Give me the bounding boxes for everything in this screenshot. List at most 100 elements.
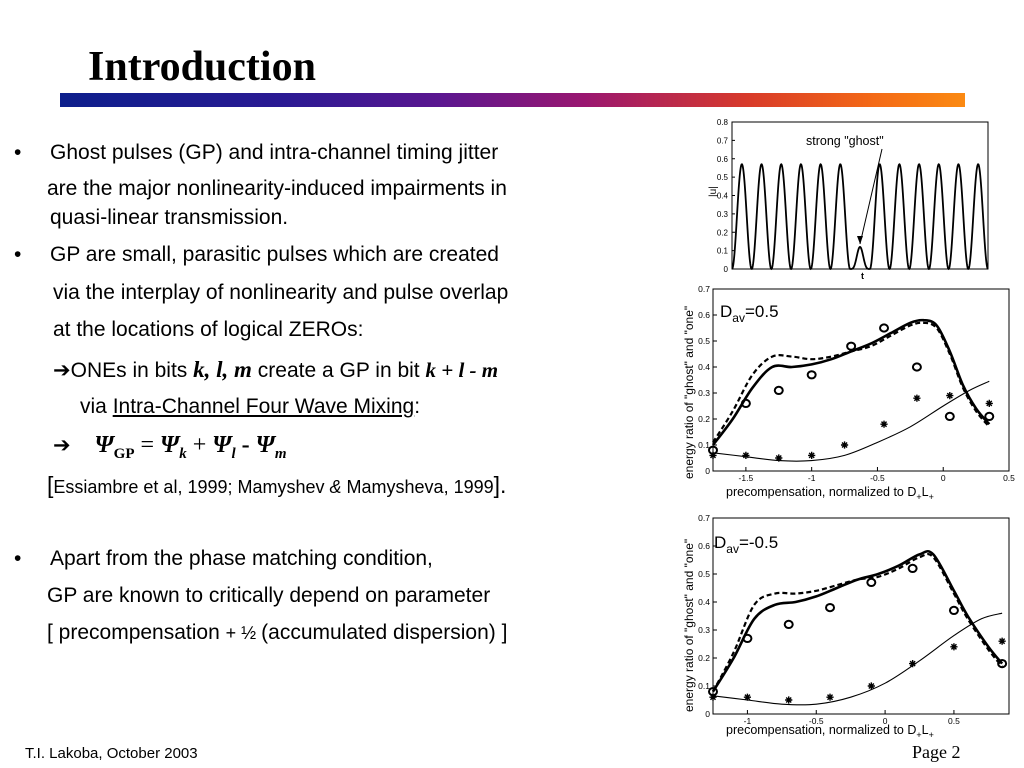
plot2-star-point [742,451,750,459]
plot3-star-point [909,660,917,668]
plot2-xtick-label: -1 [808,473,816,483]
text-line-3: quasi-linear transmission. [50,206,289,229]
plot2-ylabel: energy ratio of "ghost" and "one" [682,306,696,479]
plot1-annotation-arrow [859,148,883,245]
plot2-xtick-label: 0 [941,473,946,483]
text-line-2: are the major nonlinearity-induced impai… [47,177,507,200]
footer-page-number: Page 2 [912,742,961,762]
arrow-icon: ➔ [53,434,71,457]
plot3-star-point [709,693,717,701]
ones-gp-bit: k + l - m [425,358,499,382]
plot2-circle-point [879,323,890,333]
plot3-xtick-label: 0 [883,716,888,726]
ampersand: & [329,477,342,497]
plot1-ytick-label: 0 [724,265,729,274]
plot3-xtick-label: -0.5 [809,716,824,726]
via-text-b: : [414,395,421,418]
plot2-ytick-label: 0.1 [698,440,710,450]
plot2-dashed-curve [712,321,991,443]
plot3-circle-point [783,619,794,630]
pulse-train-plot: 0 0.1 0.2 0.3 0.4 0.5 0.6 0.7 0.8 strong "ghost"… [708,118,989,281]
bullet-3: • [14,547,22,570]
text-line-5: via the interplay of nonlinearity and pu… [53,281,509,304]
plot2-star-point [946,392,954,400]
plot1-xlabel: t [861,271,864,281]
plot2-xtick-label: -0.5 [870,473,885,483]
plot3-ytick-label: 0.7 [698,513,710,523]
text-line-1: Ghost pulses (GP) and intra-channel timi… [50,141,499,164]
plot3-thin-solid-curve [712,612,1003,706]
plot2-ytick-label: 0.5 [698,336,710,346]
plot2-ytick-label: 0.2 [698,414,710,424]
plot2-circle-point [944,411,955,421]
plot2-circle-point [773,385,784,396]
plot2-circle-point [806,370,817,380]
plot2-circle-point [846,341,857,351]
plot3-xtick-label: 0.5 [948,716,960,726]
plot2-ytick-label: 0.3 [698,388,710,398]
ones-text-c: create a GP in bit [251,359,426,382]
energy-ratio-plot-dav-negative: 0 0.1 0.2 0.3 0.4 0.5 0.6 0.7 -1 -0.5 0 0.5 Dav=-0.… [682,513,1010,740]
text-line-7: Apart from the phase matching condition, [50,547,433,570]
via-line: via Intra-Channel Four Wave Mixing: [80,396,420,417]
bullet-2: • [14,243,22,266]
plot3-ytick-label: 0.3 [698,625,710,635]
plot3-star-point [950,643,958,651]
plot3-circle-point [742,633,753,644]
references-line: [Essiambre et al, 1999; Mamyshev & Mamys… [47,472,507,498]
plot2-star-point [840,441,849,449]
plot3-dav-label: Dav=-0.5 [714,533,778,556]
footer-author-date: T.I. Lakoba, October 2003 [25,745,198,762]
text-line-8: GP are known to critically depend on par… [47,584,491,607]
bullet-1: • [14,141,22,164]
gp-formula: ΨGP = Ψk + Ψl - Ψm [94,432,287,462]
text-line-9: [ precompensation + ½ (accumulated dispe… [47,621,508,644]
plot2-circle-point [911,362,922,372]
plot2-circle-point [984,411,995,421]
plot3-circle-point [825,603,836,613]
plot1-pulse-curve [731,163,989,271]
plot1-ylabel: |u| [708,186,719,197]
plot3-frame [712,517,1010,715]
references-text-b: Mamysheva, 1999 [341,477,494,497]
plot2-xtick-label: -1.5 [739,473,754,483]
via-text-a: via [80,395,113,418]
energy-ratio-plot-dav-positive: 0 0.1 0.2 0.3 0.4 0.5 0.6 0.7 -1.5 -1 -0.5 0 0.5 Dav… [682,284,1015,502]
plot3-ytick-label: 0.2 [698,653,710,663]
plot1-ytick-label: 0.8 [717,118,729,127]
plot3-star-point [867,682,875,690]
plot2-dav-label: Dav=0.5 [720,302,779,325]
plot2-star-point [775,454,783,462]
slide-title: Introduction [88,44,316,90]
plot3-ytick-label: 0.4 [698,597,710,607]
plot3-star-point [743,693,752,701]
plot3-ytick-label: 0.5 [698,569,710,579]
plot1-ytick-label: 0.5 [717,173,729,182]
plot3-circle-point [997,659,1008,669]
plot1-ytick-label: 0.2 [717,228,729,237]
plot1-annotation: strong "ghost" [806,134,884,148]
plot2-ytick-label: 0.7 [698,284,710,294]
plot2-ytick-label: 0.6 [698,310,710,320]
plot3-xlabel: precompensation, normalized to D+L+ [726,723,934,740]
ones-bits: k, l, m [193,357,252,382]
plot2-ytick-label: 0 [705,466,710,476]
plot2-star-point [880,420,888,428]
ones-line: ➔ONEs in bits k, l, m create a GP in bit… [53,358,498,381]
plot2-circle-point [740,398,751,409]
plot3-thick-solid-curve [711,549,1004,693]
plot3-star-point [785,696,793,704]
plot3-ytick-label: 0.6 [698,541,710,551]
plot2-star-point [985,399,993,407]
ones-text-a: ONEs in bits [70,359,194,382]
plot2-star-point [808,451,816,459]
plot1-arrowhead [857,235,863,244]
icfwm-link: Intra-Channel Four Wave Mixing [112,395,415,418]
plot1-ytick-label: 0.4 [717,192,729,201]
plot1-ytick-label: 0.3 [717,210,729,219]
plot3-star-point [826,693,834,701]
plot3-xtick-label: -1 [744,716,752,726]
plot2-star-point [709,451,717,459]
plot3-ylabel: energy ratio of "ghost" and "one" [682,539,696,712]
plot1-ytick-label: 0.7 [717,136,729,145]
